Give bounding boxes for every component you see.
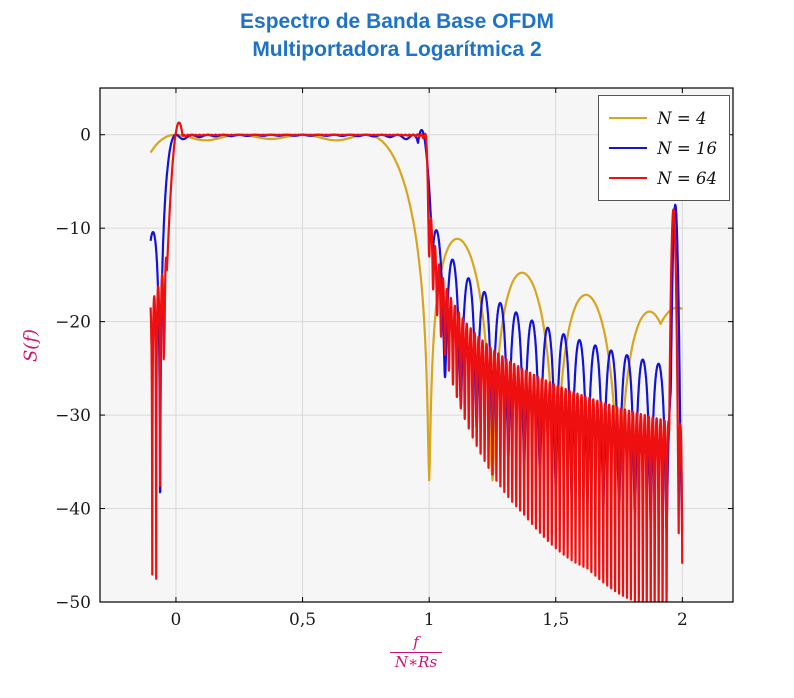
axis-frame — [99, 87, 734, 603]
x-tick-label: 2 — [677, 610, 688, 630]
x-tick-label: 1 — [424, 610, 435, 630]
series-line-N=64 — [149, 121, 684, 602]
legend-item: N = 16 — [609, 133, 717, 163]
chart-title-line2: Multiportadora Logarítmica 2 — [252, 38, 542, 61]
y-tick-label: −20 — [55, 313, 91, 333]
legend-item: N = 4 — [609, 103, 717, 133]
series-group — [149, 121, 684, 602]
x-axis-label: f N∗Rs — [361, 634, 471, 671]
y-axis-label: S(f) — [20, 328, 42, 363]
x-tick-label: 0 — [171, 610, 182, 630]
legend-label: N = 64 — [657, 168, 717, 188]
y-tick-label: −50 — [55, 593, 91, 613]
y-tick-label: −40 — [55, 500, 91, 520]
y-tick-label: 0 — [80, 126, 91, 146]
x-axis-label-denominator: N∗Rs — [394, 653, 438, 671]
legend-line-swatch — [609, 147, 648, 149]
legend-item: N = 64 — [609, 163, 717, 193]
y-tick-label: −30 — [55, 406, 91, 426]
legend-line-swatch — [609, 177, 648, 179]
legend: N = 4 N = 16 N = 64 — [598, 95, 730, 201]
legend-label: N = 4 — [657, 108, 707, 128]
chart-title: Espectro de Banda Base OFDM Multiportado… — [0, 8, 794, 64]
y-tick-label: −10 — [55, 219, 91, 239]
legend-line-swatch — [609, 117, 648, 119]
x-tick-label: 1,5 — [542, 610, 569, 630]
chart-title-line1: Espectro de Banda Base OFDM — [240, 10, 554, 33]
x-axis-label-numerator: f — [413, 633, 419, 651]
legend-label: N = 16 — [657, 138, 717, 158]
fraction-bar — [390, 652, 442, 653]
x-tick-label: 0,5 — [289, 610, 316, 630]
